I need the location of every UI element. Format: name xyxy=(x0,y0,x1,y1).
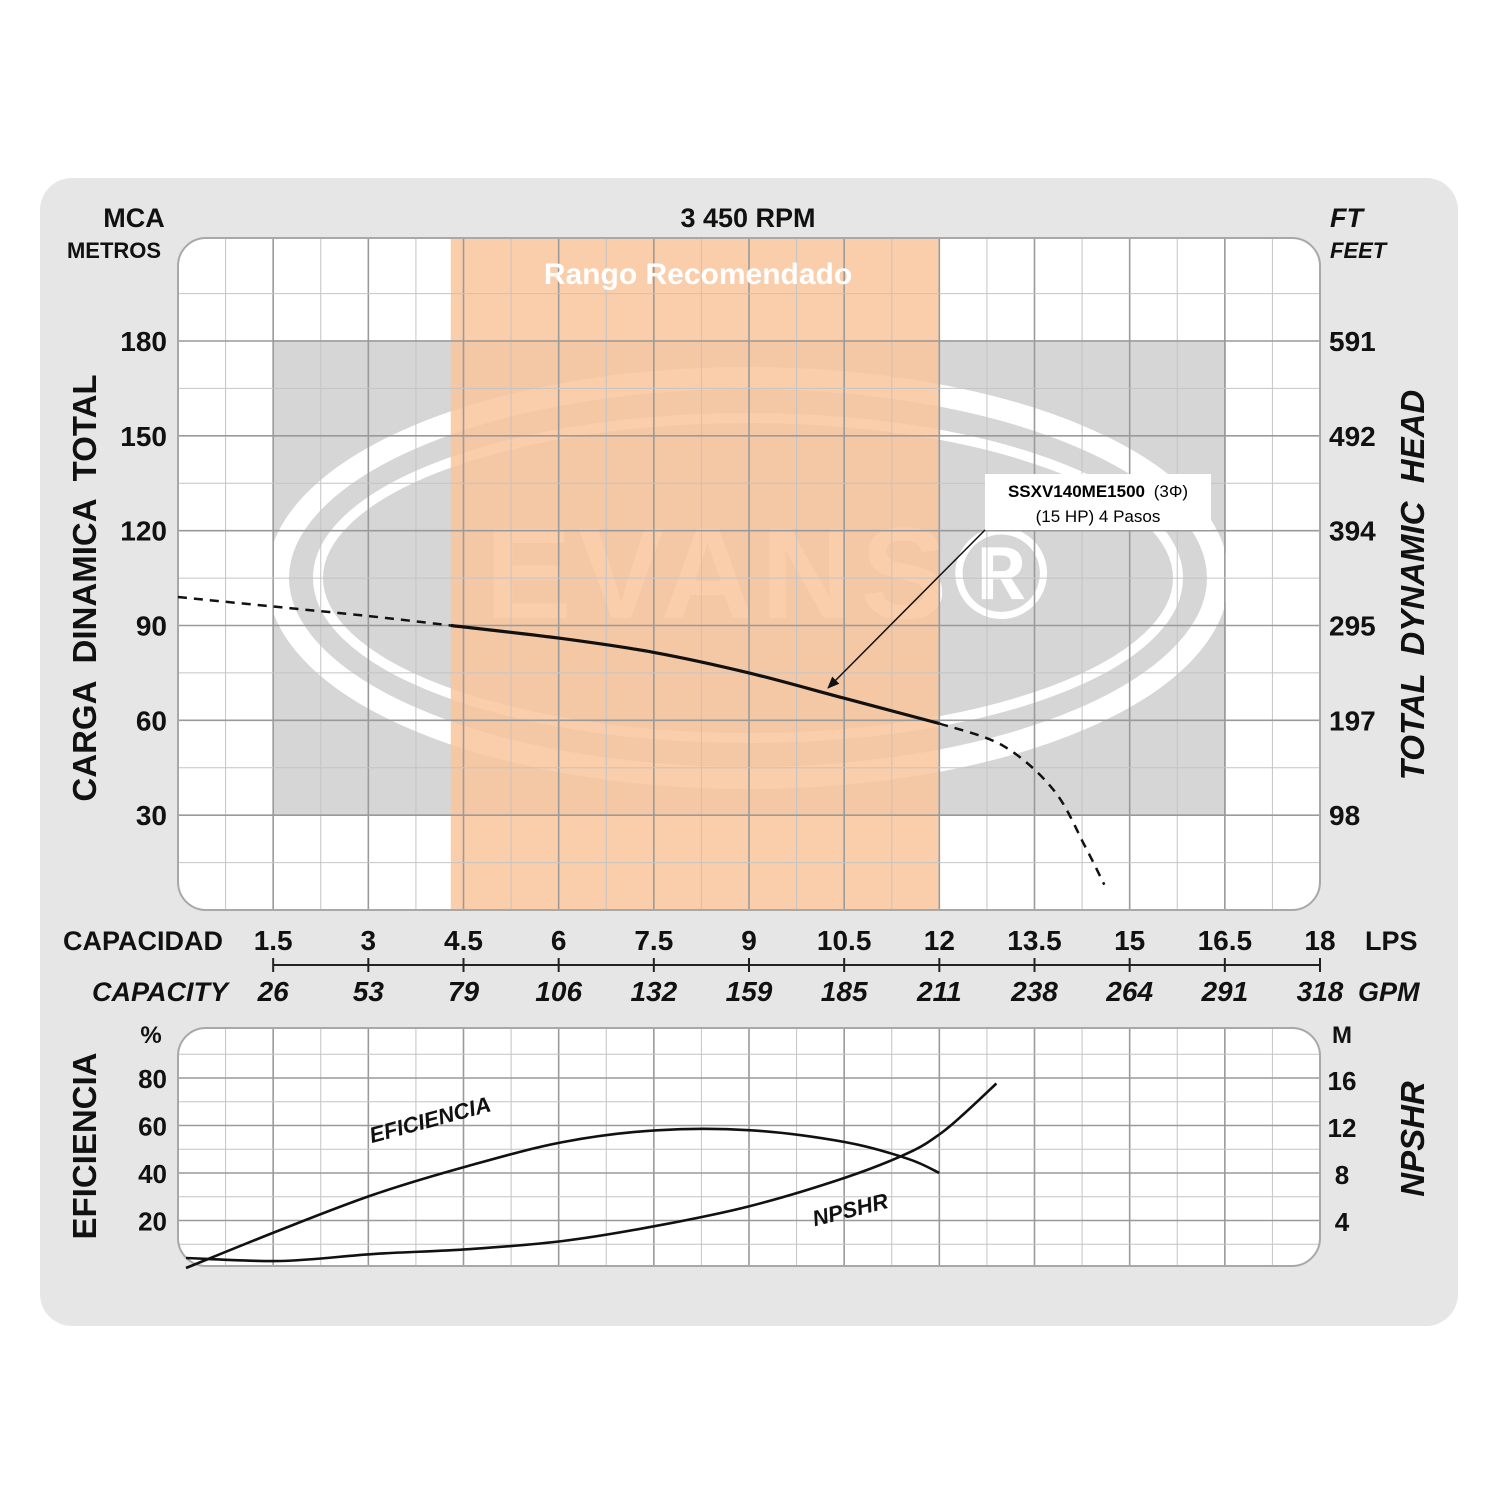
chart-title: 3 450 RPM xyxy=(680,203,815,233)
capacity-axis: CAPACIDAD CAPACITY LPS GPM 1.5 3 4.5 6 7.5 9 1… xyxy=(63,925,1420,1007)
head-ylabel-left: CARGA DINAMICA TOTAL xyxy=(66,374,103,801)
npshr-curve xyxy=(185,1082,998,1263)
annotation-model: SSXV140ME1500 xyxy=(1008,482,1145,501)
efficiency-plot: EFICIENCIA NPSHR xyxy=(177,1027,1321,1270)
efficiency-grid xyxy=(178,1028,1320,1266)
npshr-ytick: 4 xyxy=(1335,1207,1350,1237)
head-plot: EVANS® Rango Recomendado SSXV140ME1500 (… xyxy=(177,237,1321,911)
head-ytick-right: 197 xyxy=(1329,705,1376,736)
xtick-lps: 15 xyxy=(1114,925,1145,956)
efficiency-ytick: 20 xyxy=(138,1207,167,1237)
head-grid xyxy=(178,238,1320,910)
npshr-ytick: 12 xyxy=(1328,1113,1357,1143)
head-ytick-right: 492 xyxy=(1329,421,1376,452)
xtick-gpm: 211 xyxy=(916,976,962,1007)
capacity-label: CAPACIDAD xyxy=(63,926,223,956)
efficiency-ytick: 80 xyxy=(138,1064,167,1094)
xtick-lps: 12 xyxy=(924,925,955,956)
xtick-gpm: 264 xyxy=(1105,976,1153,1007)
annotation-box xyxy=(985,474,1211,530)
head-unit-left: MCA xyxy=(103,203,165,233)
xtick-lps: 6 xyxy=(551,925,567,956)
head-curve-dashed-high xyxy=(938,722,1106,886)
head-ytick-left: 180 xyxy=(120,326,167,357)
annotation-arrow xyxy=(827,529,986,689)
npshr-unit: M xyxy=(1332,1022,1352,1049)
xtick-lps: 10.5 xyxy=(817,925,872,956)
xtick-gpm: 291 xyxy=(1200,976,1248,1007)
recommended-range-label: Rango Recomendado xyxy=(544,258,852,291)
head-unit-right-sub: FEET xyxy=(1330,238,1388,263)
head-unit-left-sub: METROS xyxy=(67,238,161,263)
head-y-ticks: 180 150 120 90 60 30 591 492 394 295 197 98 xyxy=(120,326,1376,831)
npshr-ytick: 16 xyxy=(1328,1066,1357,1096)
recommended-range-band xyxy=(450,238,940,910)
head-ytick-left: 60 xyxy=(136,705,167,736)
xtick-gpm: 318 xyxy=(1297,976,1344,1007)
head-ytick-right: 591 xyxy=(1329,326,1376,357)
xtick-gpm: 79 xyxy=(448,976,480,1007)
xtick-gpm: 238 xyxy=(1010,976,1058,1007)
xtick-lps: 18 xyxy=(1304,925,1335,956)
xtick-lps: 9 xyxy=(741,925,757,956)
efficiency-ylabel: EFICIENCIA xyxy=(66,1052,103,1239)
efficiency-unit: % xyxy=(140,1022,161,1049)
head-ylabel-right: TOTAL DYNAMIC HEAD xyxy=(1394,390,1431,781)
efficiency-ytick: 60 xyxy=(138,1112,167,1142)
lps-unit: LPS xyxy=(1365,926,1418,956)
xtick-lps: 4.5 xyxy=(444,925,483,956)
efficiency-y-ticks: 80 60 40 20 16 12 8 4 xyxy=(138,1064,1356,1237)
xtick-lps: 7.5 xyxy=(634,925,673,956)
xtick-gpm: 106 xyxy=(535,976,582,1007)
head-ytick-right: 394 xyxy=(1329,516,1376,547)
head-curve-group xyxy=(177,595,1106,886)
model-annotation: SSXV140ME1500 (3Φ) (15 HP) 4 Pasos xyxy=(827,474,1211,689)
head-ytick-left: 90 xyxy=(136,611,167,642)
xtick-gpm: 185 xyxy=(821,976,868,1007)
xtick-lps: 1.5 xyxy=(254,925,293,956)
xtick-lps: 13.5 xyxy=(1007,925,1062,956)
head-ytick-right: 98 xyxy=(1329,800,1360,831)
capacity-label-en: CAPACITY xyxy=(92,977,231,1007)
efficiency-curve xyxy=(185,1127,940,1270)
npshr-ytick: 8 xyxy=(1335,1160,1349,1190)
xtick-gpm: 159 xyxy=(726,976,773,1007)
head-plot-border xyxy=(177,237,1321,911)
head-ytick-left: 120 xyxy=(120,516,167,547)
efficiency-curves xyxy=(185,1082,998,1270)
head-unit-right: FT xyxy=(1330,203,1365,233)
xtick-gpm: 132 xyxy=(630,976,677,1007)
head-ytick-left: 150 xyxy=(120,421,167,452)
xtick-gpm: 26 xyxy=(257,976,290,1007)
head-ytick-left: 30 xyxy=(136,800,167,831)
head-ytick-right: 295 xyxy=(1329,611,1376,642)
annotation-detail: (15 HP) 4 Pasos xyxy=(1036,507,1161,526)
head-curve-dashed-low xyxy=(177,595,451,627)
xtick-lps: 3 xyxy=(361,925,377,956)
npshr-ylabel: NPSHR xyxy=(1394,1081,1431,1197)
gpm-unit: GPM xyxy=(1358,977,1420,1007)
efficiency-ytick: 40 xyxy=(138,1159,167,1189)
xtick-lps: 16.5 xyxy=(1198,925,1253,956)
xtick-gpm: 53 xyxy=(353,976,385,1007)
head-curve xyxy=(450,623,940,726)
annotation-phase: (3Φ) xyxy=(1154,482,1188,501)
svg-text:SSXV140ME1500 (3Φ): SSXV140ME1500 (3Φ) xyxy=(1008,482,1188,501)
efficiency-plot-border xyxy=(177,1027,1321,1267)
